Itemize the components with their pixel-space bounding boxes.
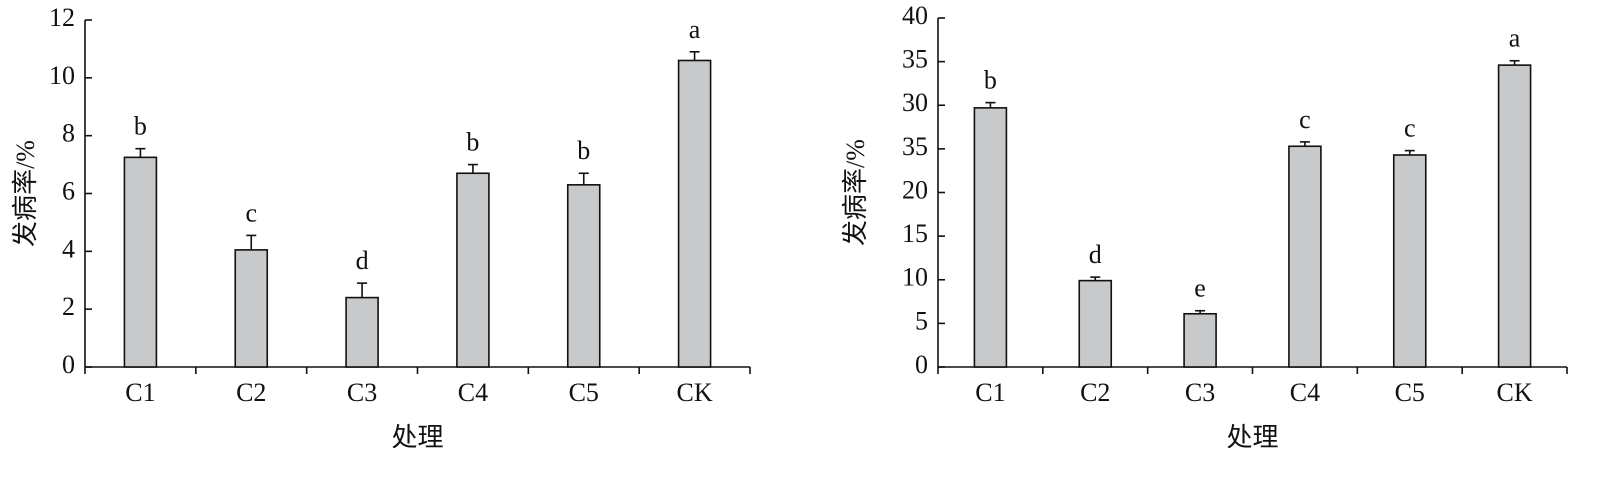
bar (234, 249, 269, 368)
x-axis-label: 处理 (391, 423, 443, 452)
y-tick-label: 40 (902, 1, 928, 30)
x-tick-label: C2 (1080, 378, 1110, 407)
significance-letter: e (1194, 274, 1206, 303)
significance-letter: b (466, 128, 479, 157)
y-tick-label: 0 (62, 350, 75, 379)
x-tick-label: C5 (1395, 378, 1425, 407)
bar (1078, 279, 1113, 368)
x-tick-label: C4 (1290, 378, 1320, 407)
y-tick-label: 15 (902, 219, 928, 248)
bar (1392, 154, 1427, 368)
bar (566, 184, 601, 368)
x-tick-label: C4 (458, 378, 488, 407)
y-tick-label: 4 (62, 234, 75, 263)
significance-letter: d (1089, 240, 1102, 269)
significance-letter: b (984, 66, 997, 95)
bar (973, 107, 1008, 368)
x-tick-label: C1 (125, 378, 155, 407)
y-tick-label: 2 (62, 292, 75, 321)
significance-letter: c (1299, 105, 1311, 134)
bar (1183, 312, 1217, 368)
bar (123, 156, 158, 368)
y-tick-label: 12 (49, 3, 75, 32)
x-tick-label: C3 (1185, 378, 1215, 407)
y-tick-label: 10 (49, 61, 75, 90)
significance-letter: a (1509, 24, 1521, 53)
x-tick-label: C1 (975, 378, 1005, 407)
significance-letter: b (134, 112, 147, 141)
bar (1497, 64, 1532, 368)
bar (677, 59, 712, 368)
y-axis-label: 发病率/% (11, 140, 40, 247)
y-tick-label: 8 (62, 119, 75, 148)
y-tick-label: 30 (902, 88, 928, 117)
x-axis-label: 处理 (1226, 423, 1278, 452)
bar (345, 296, 379, 368)
x-tick-label: CK (677, 378, 713, 407)
x-tick-label: C5 (569, 378, 599, 407)
y-tick-label: 35 (902, 45, 928, 74)
x-tick-label: CK (1497, 378, 1533, 407)
y-tick-label: 0 (915, 350, 928, 379)
y-tick-label: 6 (62, 176, 75, 205)
significance-letter: d (356, 246, 369, 275)
y-tick-label: 20 (902, 175, 928, 204)
bar (1288, 145, 1322, 368)
significance-letter: a (689, 15, 701, 44)
significance-letter: c (245, 198, 257, 227)
bar (456, 172, 490, 368)
x-tick-label: C2 (236, 378, 266, 407)
y-axis-label: 发病率/% (841, 139, 870, 246)
significance-letter: c (1404, 114, 1416, 143)
y-tick-label: 10 (902, 263, 928, 292)
y-tick-label: 35 (902, 132, 928, 161)
significance-letter: b (577, 136, 590, 165)
x-tick-label: C3 (347, 378, 377, 407)
y-tick-label: 5 (915, 306, 928, 335)
